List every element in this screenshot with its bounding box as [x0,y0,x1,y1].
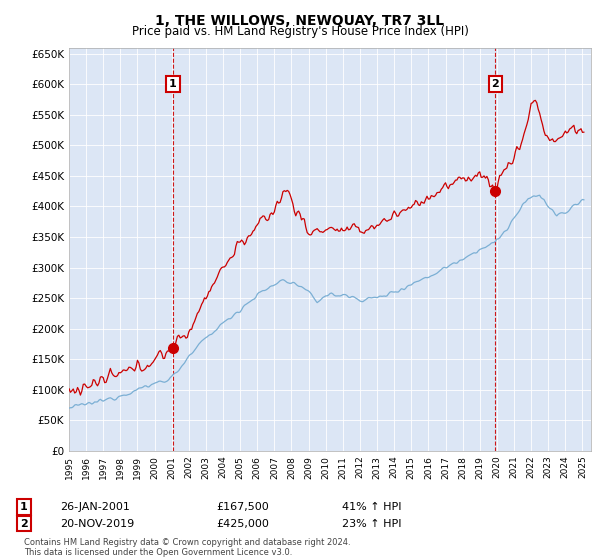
Text: Price paid vs. HM Land Registry's House Price Index (HPI): Price paid vs. HM Land Registry's House … [131,25,469,38]
Text: 1, THE WILLOWS, NEWQUAY, TR7 3LL: 1, THE WILLOWS, NEWQUAY, TR7 3LL [155,14,445,28]
Text: 2: 2 [20,519,28,529]
Text: 2: 2 [491,80,499,89]
Text: Contains HM Land Registry data © Crown copyright and database right 2024.
This d: Contains HM Land Registry data © Crown c… [24,538,350,557]
Text: 20-NOV-2019: 20-NOV-2019 [60,519,134,529]
Text: 41% ↑ HPI: 41% ↑ HPI [342,502,401,512]
Text: 1: 1 [169,80,177,89]
Text: £425,000: £425,000 [216,519,269,529]
Text: 23% ↑ HPI: 23% ↑ HPI [342,519,401,529]
Text: 26-JAN-2001: 26-JAN-2001 [60,502,130,512]
Text: £167,500: £167,500 [216,502,269,512]
Text: 1: 1 [20,502,28,512]
